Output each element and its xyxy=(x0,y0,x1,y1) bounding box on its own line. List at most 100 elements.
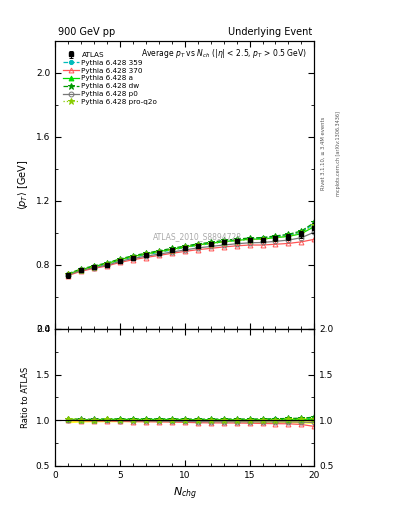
Pythia 6.428 370 xyxy=(156,252,161,259)
Pythia 6.428 370 xyxy=(92,265,96,271)
Pythia 6.428 p0 xyxy=(169,249,174,255)
Text: mcplots.cern.ch [arXiv:1306.3436]: mcplots.cern.ch [arXiv:1306.3436] xyxy=(336,111,341,196)
Pythia 6.428 p0 xyxy=(208,243,213,249)
Pythia 6.428 dw xyxy=(312,220,317,226)
Pythia 6.428 p0 xyxy=(92,265,96,271)
Line: Pythia 6.428 370: Pythia 6.428 370 xyxy=(66,237,317,278)
Pythia 6.428 pro-q2o xyxy=(143,251,148,258)
Pythia 6.428 p0 xyxy=(182,247,187,253)
Pythia 6.428 359 xyxy=(79,267,83,273)
Pythia 6.428 370 xyxy=(312,236,317,242)
Line: Pythia 6.428 pro-q2o: Pythia 6.428 pro-q2o xyxy=(65,222,318,278)
Pythia 6.428 370 xyxy=(234,243,239,249)
Pythia 6.428 dw xyxy=(118,256,122,262)
Pythia 6.428 p0 xyxy=(66,272,70,278)
Pythia 6.428 dw xyxy=(299,228,304,234)
Pythia 6.428 a xyxy=(143,251,148,257)
Pythia 6.428 pro-q2o xyxy=(286,233,291,239)
Pythia 6.428 370 xyxy=(105,263,109,269)
Pythia 6.428 p0 xyxy=(143,253,148,259)
Pythia 6.428 a xyxy=(221,239,226,245)
Pythia 6.428 pro-q2o xyxy=(79,267,83,273)
Pythia 6.428 pro-q2o xyxy=(312,222,317,228)
Pythia 6.428 dw xyxy=(79,266,83,272)
Pythia 6.428 a xyxy=(182,244,187,250)
Pythia 6.428 370 xyxy=(130,257,135,263)
Legend: ATLAS, Pythia 6.428 359, Pythia 6.428 370, Pythia 6.428 a, Pythia 6.428 dw, Pyth: ATLAS, Pythia 6.428 359, Pythia 6.428 37… xyxy=(61,50,159,106)
Pythia 6.428 p0 xyxy=(221,242,226,248)
Pythia 6.428 p0 xyxy=(273,238,278,244)
Pythia 6.428 a xyxy=(169,246,174,252)
Pythia 6.428 a xyxy=(66,271,70,277)
Pythia 6.428 a xyxy=(299,230,304,237)
Pythia 6.428 dw xyxy=(169,245,174,251)
Pythia 6.428 p0 xyxy=(286,237,291,243)
Pythia 6.428 dw xyxy=(92,263,96,269)
Line: Pythia 6.428 359: Pythia 6.428 359 xyxy=(66,222,316,276)
Pythia 6.428 p0 xyxy=(118,258,122,264)
Pythia 6.428 a xyxy=(260,236,265,242)
Pythia 6.428 dw xyxy=(182,243,187,249)
Pythia 6.428 pro-q2o xyxy=(273,234,278,241)
Pythia 6.428 a xyxy=(234,238,239,244)
Pythia 6.428 dw xyxy=(260,234,265,241)
Pythia 6.428 370 xyxy=(260,242,265,248)
Pythia 6.428 359 xyxy=(234,238,239,244)
Pythia 6.428 pro-q2o xyxy=(260,236,265,242)
Pythia 6.428 pro-q2o xyxy=(92,264,96,270)
Pythia 6.428 dw xyxy=(66,270,70,276)
Text: 900 GeV pp: 900 GeV pp xyxy=(58,27,115,37)
Pythia 6.428 pro-q2o xyxy=(182,244,187,250)
Pythia 6.428 p0 xyxy=(247,240,252,246)
Pythia 6.428 359 xyxy=(273,234,278,240)
Pythia 6.428 370 xyxy=(182,248,187,254)
Pythia 6.428 370 xyxy=(143,254,148,261)
Pythia 6.428 a xyxy=(312,223,317,229)
Pythia 6.428 359 xyxy=(195,242,200,248)
Pythia 6.428 p0 xyxy=(312,229,317,235)
Pythia 6.428 359 xyxy=(312,221,317,227)
Pythia 6.428 dw xyxy=(234,236,239,242)
Pythia 6.428 a xyxy=(247,236,252,242)
Pythia 6.428 359 xyxy=(221,239,226,245)
Text: Rivet 3.1.10, ≥ 3.4M events: Rivet 3.1.10, ≥ 3.4M events xyxy=(320,117,325,190)
Pythia 6.428 a xyxy=(118,257,122,263)
Pythia 6.428 a xyxy=(92,263,96,269)
Pythia 6.428 pro-q2o xyxy=(299,230,304,236)
Pythia 6.428 pro-q2o xyxy=(130,254,135,260)
X-axis label: $N_{chg}$: $N_{chg}$ xyxy=(173,485,197,502)
Pythia 6.428 359 xyxy=(92,264,96,270)
Text: ATLAS_2010_S8894728: ATLAS_2010_S8894728 xyxy=(153,232,242,241)
Pythia 6.428 pro-q2o xyxy=(195,242,200,248)
Pythia 6.428 pro-q2o xyxy=(156,249,161,255)
Pythia 6.428 p0 xyxy=(79,267,83,273)
Pythia 6.428 pro-q2o xyxy=(247,237,252,243)
Pythia 6.428 p0 xyxy=(105,262,109,268)
Line: Pythia 6.428 dw: Pythia 6.428 dw xyxy=(65,219,318,277)
Pythia 6.428 pro-q2o xyxy=(234,238,239,244)
Pythia 6.428 370 xyxy=(286,240,291,246)
Pythia 6.428 359 xyxy=(208,241,213,247)
Pythia 6.428 359 xyxy=(66,271,70,278)
Pythia 6.428 359 xyxy=(286,232,291,239)
Pythia 6.428 pro-q2o xyxy=(118,257,122,263)
Pythia 6.428 a xyxy=(208,240,213,246)
Pythia 6.428 359 xyxy=(105,261,109,267)
Pythia 6.428 a xyxy=(105,261,109,267)
Pythia 6.428 359 xyxy=(143,252,148,258)
Pythia 6.428 pro-q2o xyxy=(169,247,174,253)
Pythia 6.428 a xyxy=(156,248,161,254)
Pythia 6.428 370 xyxy=(195,247,200,253)
Pythia 6.428 359 xyxy=(299,229,304,235)
Y-axis label: $\langle p_T \rangle$ [GeV]: $\langle p_T \rangle$ [GeV] xyxy=(16,160,30,210)
Pythia 6.428 359 xyxy=(118,257,122,263)
Pythia 6.428 370 xyxy=(66,272,70,279)
Pythia 6.428 a xyxy=(195,242,200,248)
Pythia 6.428 pro-q2o xyxy=(221,239,226,245)
Pythia 6.428 dw xyxy=(143,250,148,257)
Pythia 6.428 p0 xyxy=(130,255,135,262)
Pythia 6.428 359 xyxy=(260,236,265,242)
Pythia 6.428 359 xyxy=(156,249,161,255)
Pythia 6.428 370 xyxy=(79,268,83,274)
Pythia 6.428 dw xyxy=(208,239,213,245)
